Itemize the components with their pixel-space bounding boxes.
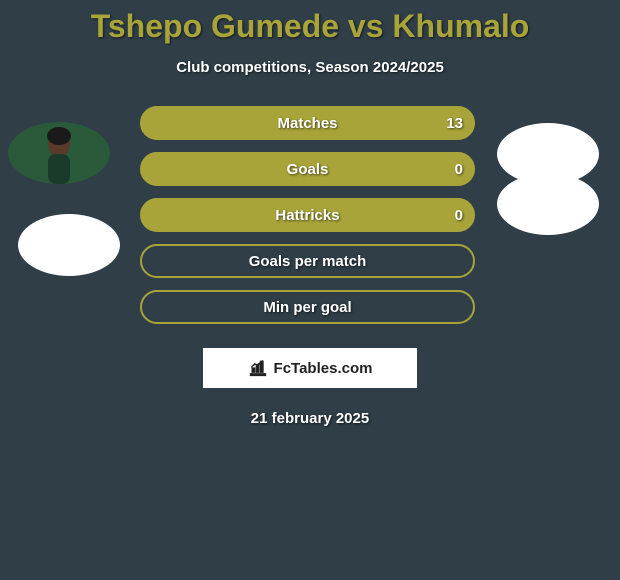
- stat-label: Goals per match: [249, 253, 367, 270]
- page-title: Tshepo Gumede vs Khumalo: [0, 0, 620, 45]
- chart-icon: [248, 358, 268, 378]
- page-subtitle: Club competitions, Season 2024/2025: [0, 59, 620, 76]
- stat-value: 0: [455, 161, 463, 178]
- stat-bar: Goals 0: [140, 152, 475, 186]
- stat-row: Goals 0: [0, 152, 620, 198]
- stat-label: Min per goal: [263, 299, 351, 316]
- stat-label: Hattricks: [275, 207, 339, 224]
- stat-bar: Matches 13: [140, 106, 475, 140]
- stat-row: Goals per match: [0, 244, 620, 290]
- stat-value: 0: [455, 207, 463, 224]
- comparison-infographic: Tshepo Gumede vs Khumalo Club competitio…: [0, 0, 620, 580]
- date-line: 21 february 2025: [0, 410, 620, 427]
- stat-bar: Goals per match: [140, 244, 475, 278]
- stats-bars: Matches 13 Goals 0 Hattricks 0 Goals per match…: [0, 106, 620, 336]
- stat-bar: Hattricks 0: [140, 198, 475, 232]
- stat-row: Matches 13: [0, 106, 620, 152]
- stat-bar: Min per goal: [140, 290, 475, 324]
- stat-label: Matches: [277, 115, 337, 132]
- fctables-label: FcTables.com: [274, 360, 373, 377]
- stat-label: Goals: [287, 161, 329, 178]
- stat-value: 13: [446, 115, 463, 132]
- fctables-watermark: FcTables.com: [203, 348, 417, 388]
- stat-row: Min per goal: [0, 290, 620, 336]
- stat-row: Hattricks 0: [0, 198, 620, 244]
